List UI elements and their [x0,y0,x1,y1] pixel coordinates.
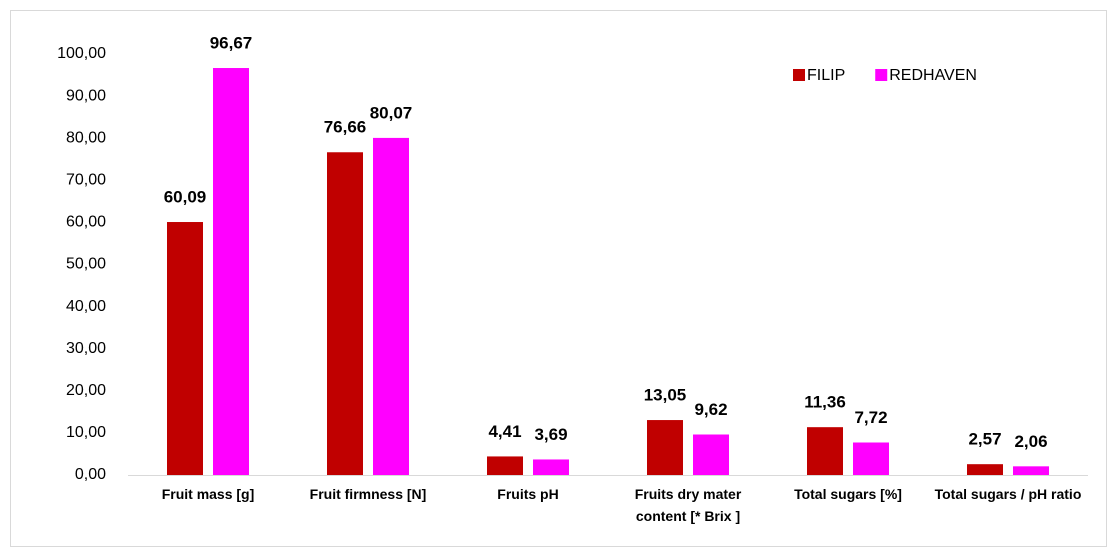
legend-label: REDHAVEN [889,67,977,84]
y-tick-label: 90,00 [66,87,106,104]
bar [373,137,409,475]
x-tick-label: Fruits pH [497,486,559,502]
value-label: 96,67 [210,34,253,53]
y-tick-label: 80,00 [66,129,106,146]
y-tick-label: 20,00 [66,382,106,399]
value-label: 7,72 [854,408,887,427]
value-label: 11,36 [804,393,846,412]
value-label: 60,09 [164,188,207,207]
value-label: 2,57 [968,430,1001,449]
bar [213,68,249,476]
x-tick-label: Fruit mass [g] [161,486,255,502]
bar [327,152,363,475]
y-tick-label: 40,00 [66,298,106,315]
bar [167,222,203,475]
bar [487,456,523,475]
y-tick-label: 0,00 [75,466,106,483]
x-tick-label: Fruits dry mater content [* Brix ] [634,486,742,524]
bar [807,427,843,475]
value-label: 2,06 [1014,432,1047,451]
x-tick-label: Total sugars / pH ratio [934,486,1082,502]
legend-swatch [875,69,888,81]
x-tick-label: Fruit firmness [N] [309,486,427,502]
bar [1013,466,1049,475]
y-tick-label: 10,00 [66,424,106,441]
legend-swatch [793,69,805,81]
value-label: 80,07 [370,103,413,122]
y-tick-label: 60,00 [66,214,106,231]
value-label: 9,62 [694,400,727,419]
y-tick-label: 70,00 [66,172,106,189]
y-tick-label: 100,00 [57,45,106,62]
y-tick-label: 30,00 [66,340,106,357]
bar [647,420,683,475]
value-label: 13,05 [644,386,687,405]
value-label: 3,69 [534,425,567,444]
bar [853,442,889,475]
bar [693,434,729,475]
bar [967,464,1003,475]
value-label: 76,66 [324,118,367,137]
legend-label: FILIP [807,67,845,84]
y-tick-label: 50,00 [66,256,106,273]
value-label: 4,41 [488,422,521,441]
bar [533,459,569,475]
x-tick-label: Total sugars [%] [794,486,902,502]
